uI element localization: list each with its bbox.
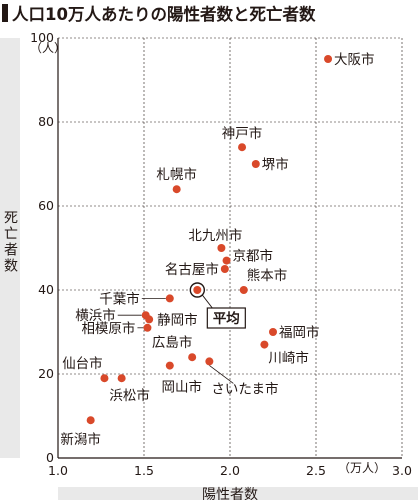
point-label: さいたま市 [211, 380, 278, 397]
point-label: 大阪市 [334, 51, 375, 68]
data-point [188, 353, 197, 362]
y-axis-title: 死亡者数 [2, 210, 18, 274]
average-point [193, 286, 202, 294]
chart-title: 人口10万人あたりの陽性者数と死亡者数 [12, 4, 316, 24]
y-tick-label: 60 [38, 198, 54, 213]
point-label: 千葉市 [99, 290, 140, 307]
data-point [251, 160, 260, 168]
data-point [145, 315, 154, 324]
x-tick-label: 2.5 [306, 463, 326, 478]
average-label-box [206, 307, 246, 329]
data-point [205, 357, 214, 366]
data-point [165, 361, 174, 370]
data-point [172, 185, 181, 194]
data-point [100, 374, 109, 383]
point-label: 福岡市 [279, 324, 320, 341]
point-label: 岡山市 [162, 379, 203, 396]
average-leader-line [201, 294, 213, 309]
point-label: 京都市 [233, 248, 274, 265]
data-point [239, 286, 248, 294]
x-tick-label: 3.0 [392, 463, 412, 478]
point-label: 静岡市 [157, 311, 198, 328]
y-tick-label: 80 [38, 114, 54, 129]
point-label: 浜松市 [109, 387, 150, 404]
y-tick-label: 20 [38, 366, 54, 381]
x-axis-title: 陽性者数 [202, 487, 258, 500]
data-point [324, 55, 333, 63]
y-tick-label: 0 [46, 450, 54, 465]
data-point [220, 265, 229, 273]
point-label: 熊本市 [247, 267, 288, 284]
x-tick-label: 1.5 [134, 463, 154, 478]
data-point [222, 256, 231, 265]
point-label: 新潟市 [60, 431, 101, 448]
point-label: 名古屋市 [165, 261, 219, 278]
y-tick-label: 100 [30, 30, 54, 45]
data-point [86, 416, 95, 425]
point-label: 広島市 [152, 334, 193, 351]
data-point [117, 374, 126, 383]
data-point [217, 244, 226, 252]
x-axis-title-band [58, 487, 418, 500]
data-point [143, 323, 152, 332]
label-leader-line [209, 365, 234, 384]
x-tick-label: 2.0 [220, 463, 240, 478]
point-label: 横浜市 [75, 307, 116, 324]
point-label: 相模原市 [81, 320, 135, 337]
data-point [269, 328, 277, 336]
point-label: 堺市 [262, 156, 289, 173]
point-label: 川崎市 [268, 350, 309, 367]
point-label: 神戸市 [222, 125, 263, 142]
point-label: 札幌市 [156, 166, 197, 183]
y-unit-label: （人） [30, 41, 66, 55]
y-tick-label: 40 [38, 282, 54, 297]
data-point [260, 340, 269, 349]
x-tick-label: 1.0 [48, 463, 68, 478]
average-label: 平均 [213, 310, 240, 327]
title-accent-bar [2, 4, 8, 22]
x-unit-label: （万人） [338, 461, 386, 475]
data-point [165, 294, 174, 303]
y-axis-title-band [0, 38, 20, 458]
point-label: 仙台市 [62, 355, 103, 372]
point-label: 北九州市 [188, 227, 242, 244]
data-point [238, 143, 247, 152]
